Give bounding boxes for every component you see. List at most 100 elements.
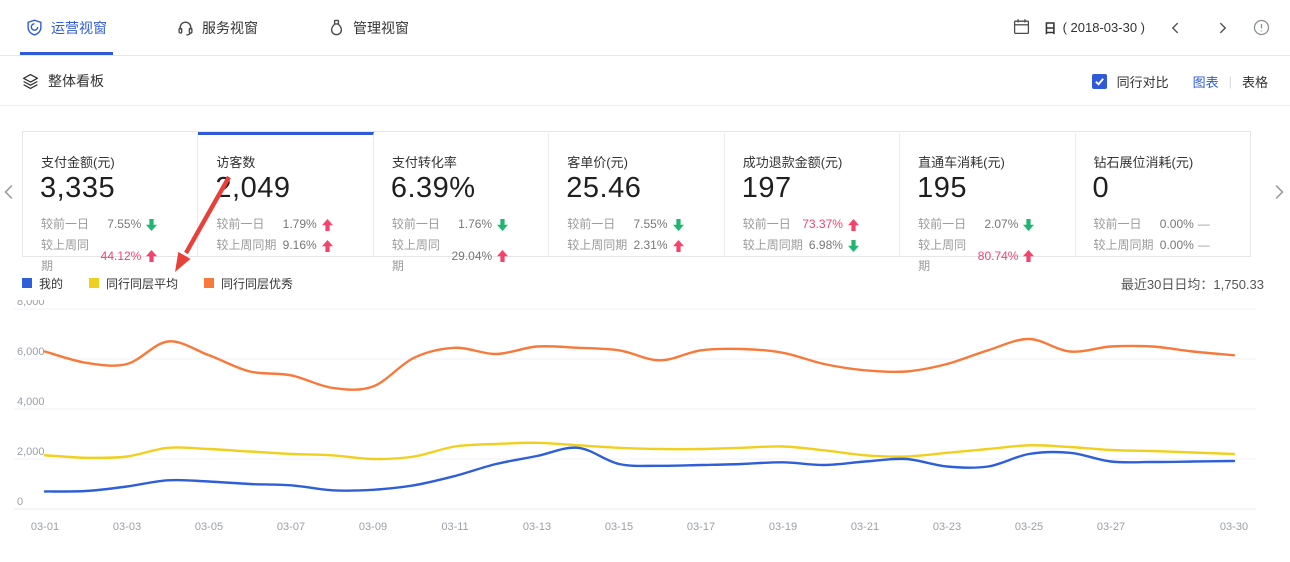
no-change-dash: — [1197, 217, 1210, 231]
x-tick-label: 03-01 [31, 521, 59, 533]
arrow-up-icon [321, 218, 333, 231]
date-value: ( 2018-03-30 ) [1062, 20, 1145, 35]
arrow-down-icon [672, 218, 684, 231]
legend-item[interactable]: 我的 [22, 275, 63, 292]
calendar-icon[interactable] [1013, 18, 1030, 38]
change-row: 较上周同期 29.04% [392, 235, 509, 277]
change-label: 较上周同期 [742, 238, 803, 252]
arrow-up-icon [497, 250, 509, 262]
arrow-up-icon [1023, 250, 1035, 262]
chevron-right-icon[interactable] [1206, 21, 1239, 35]
y-tick-label: 8,000 [17, 300, 45, 308]
x-tick-label: 03-27 [1097, 521, 1125, 533]
metric-value: 25.46 [566, 172, 642, 204]
legend-swatch [204, 278, 215, 288]
change-label: 较前一日 [1093, 217, 1142, 231]
metric-value: 197 [741, 172, 792, 204]
change-value: 1.76% [458, 217, 493, 231]
view-divider: | [1228, 73, 1232, 89]
shield-icon [26, 19, 43, 36]
change-row: 较前一日 1.76% [391, 214, 509, 235]
arrow-down-icon [1023, 218, 1035, 231]
metric-card-1[interactable]: 支付金额(元) 3,335 较前一日 7.55% 较上周同期 44.12% [23, 132, 199, 273]
legend-swatch [89, 278, 100, 288]
series-line-同行同层平均 [43, 441, 1236, 461]
change-label: 较前一日 [918, 217, 967, 231]
metric-title: 成功退款金额(元) [742, 155, 843, 170]
y-tick-label: 6,000 [17, 346, 45, 358]
view-table-link[interactable]: 表格 [1241, 74, 1268, 90]
change-row: 较前一日 0.00% — [1094, 214, 1210, 235]
metric-title: 客单价(元) [567, 155, 628, 170]
legend-item[interactable]: 同行同层优秀 [204, 275, 293, 292]
metric-card-5[interactable]: 成功退款金额(元) 197 较前一日 73.37% 较上周同期 6.98% [725, 132, 901, 256]
change-row: 较前一日 1.79% [216, 214, 333, 235]
change-value: 0.00% [1159, 238, 1194, 252]
change-value: 80.74% [977, 248, 1019, 263]
date-display[interactable]: 日 ( 2018-03-30 ) [1044, 18, 1145, 37]
tab-operations-view[interactable]: 运营视窗 [20, 0, 113, 55]
x-tick-label: 03-21 [851, 521, 879, 533]
view-chart-link[interactable]: 图表 [1192, 74, 1219, 90]
view-tabs: 运营视窗 服务视窗 管理视窗 [20, 0, 473, 55]
metric-card-2[interactable]: 访客数 2,049 较前一日 1.79% 较上周同期 9.16% [198, 132, 374, 256]
cards-scroll-left-icon[interactable] [2, 183, 16, 206]
toolbar-right: 同行对比 图表 | 表格 [1091, 72, 1268, 91]
page-title: 整体看板 [48, 73, 104, 89]
change-label: 较前一日 [216, 217, 265, 231]
avg-30d-value: 1,750.33 [1213, 276, 1264, 292]
metric-title: 直通车消耗(元) [918, 155, 1005, 170]
x-tick-label: 03-23 [933, 521, 961, 533]
peer-compare-checkbox[interactable] [1091, 73, 1107, 89]
legend-label: 同行同层优秀 [221, 276, 294, 291]
legend-label: 同行同层平均 [106, 276, 179, 291]
tab-label: 服务视窗 [202, 19, 258, 36]
metric-card-4[interactable]: 客单价(元) 25.46 较前一日 7.55% 较上周同期 2.31% [549, 132, 725, 256]
arrow-down-icon [146, 218, 158, 231]
change-label: 较前一日 [391, 217, 440, 231]
tab-management-view[interactable]: 管理视窗 [322, 0, 415, 55]
change-label: 较上周同期 [1093, 238, 1154, 252]
change-row: 较前一日 73.37% [743, 214, 859, 235]
info-icon[interactable] [1253, 19, 1270, 36]
change-row: 较上周同期 0.00% — [1094, 235, 1210, 256]
metric-value: 6.39% [390, 172, 476, 204]
headset-icon [177, 19, 194, 36]
change-value: 6.98% [808, 238, 843, 252]
change-label: 较上周同期 [41, 238, 90, 273]
arrow-down-icon [847, 239, 859, 252]
x-tick-label: 03-09 [359, 521, 387, 533]
change-label: 较上周同期 [567, 238, 628, 252]
x-tick-label: 03-13 [523, 521, 551, 533]
tab-service-view[interactable]: 服务视窗 [171, 0, 264, 55]
change-value: 2.31% [633, 238, 668, 252]
tab-label: 管理视窗 [353, 19, 409, 36]
metric-card-6[interactable]: 直通车消耗(元) 195 较前一日 2.07% 较上周同期 80.74% [900, 132, 1076, 273]
top-nav: 运营视窗 服务视窗 管理视窗 日 ( 2018-03-30 ) [0, 0, 1290, 56]
cards-scroll-right-icon[interactable] [1272, 183, 1286, 206]
avg-30d-note: 最近30日日均：1,750.33 [1121, 274, 1264, 293]
change-value: 7.55% [107, 217, 142, 231]
legend-label: 我的 [39, 276, 64, 291]
x-tick-label: 03-25 [1015, 521, 1043, 533]
legend-item[interactable]: 同行同层平均 [89, 275, 178, 292]
chart-legend: 我的 同行同层平均 同行同层优秀 [22, 275, 319, 292]
change-value: 44.12% [100, 248, 142, 263]
change-value: 0.00% [1159, 217, 1194, 231]
metric-card-3[interactable]: 支付转化率 6.39% 较前一日 1.76% 较上周同期 29.04% [374, 132, 550, 273]
change-label: 较上周同期 [918, 238, 967, 273]
change-row: 较上周同期 6.98% [743, 235, 859, 256]
no-change-dash: — [1197, 238, 1210, 252]
date-granularity: 日 [1043, 21, 1057, 36]
arrow-up-icon [847, 218, 859, 231]
trend-chart: 0 2,000 4,000 6,000 8,000 03-01 03-03 03-05 03-0… [0, 296, 1290, 562]
metric-card-7[interactable]: 钻石展位消耗(元) 0 较前一日 0.00% — 较上周同期 0.00% — [1076, 132, 1250, 256]
chevron-left-icon[interactable] [1159, 21, 1192, 35]
metric-title: 支付转化率 [391, 155, 457, 170]
change-value: 73.37% [802, 217, 843, 231]
arrow-up-icon [672, 239, 684, 252]
metric-value: 3,335 [40, 172, 116, 204]
metric-value: 0 [1092, 172, 1110, 204]
change-row: 较上周同期 2.31% [567, 235, 684, 256]
